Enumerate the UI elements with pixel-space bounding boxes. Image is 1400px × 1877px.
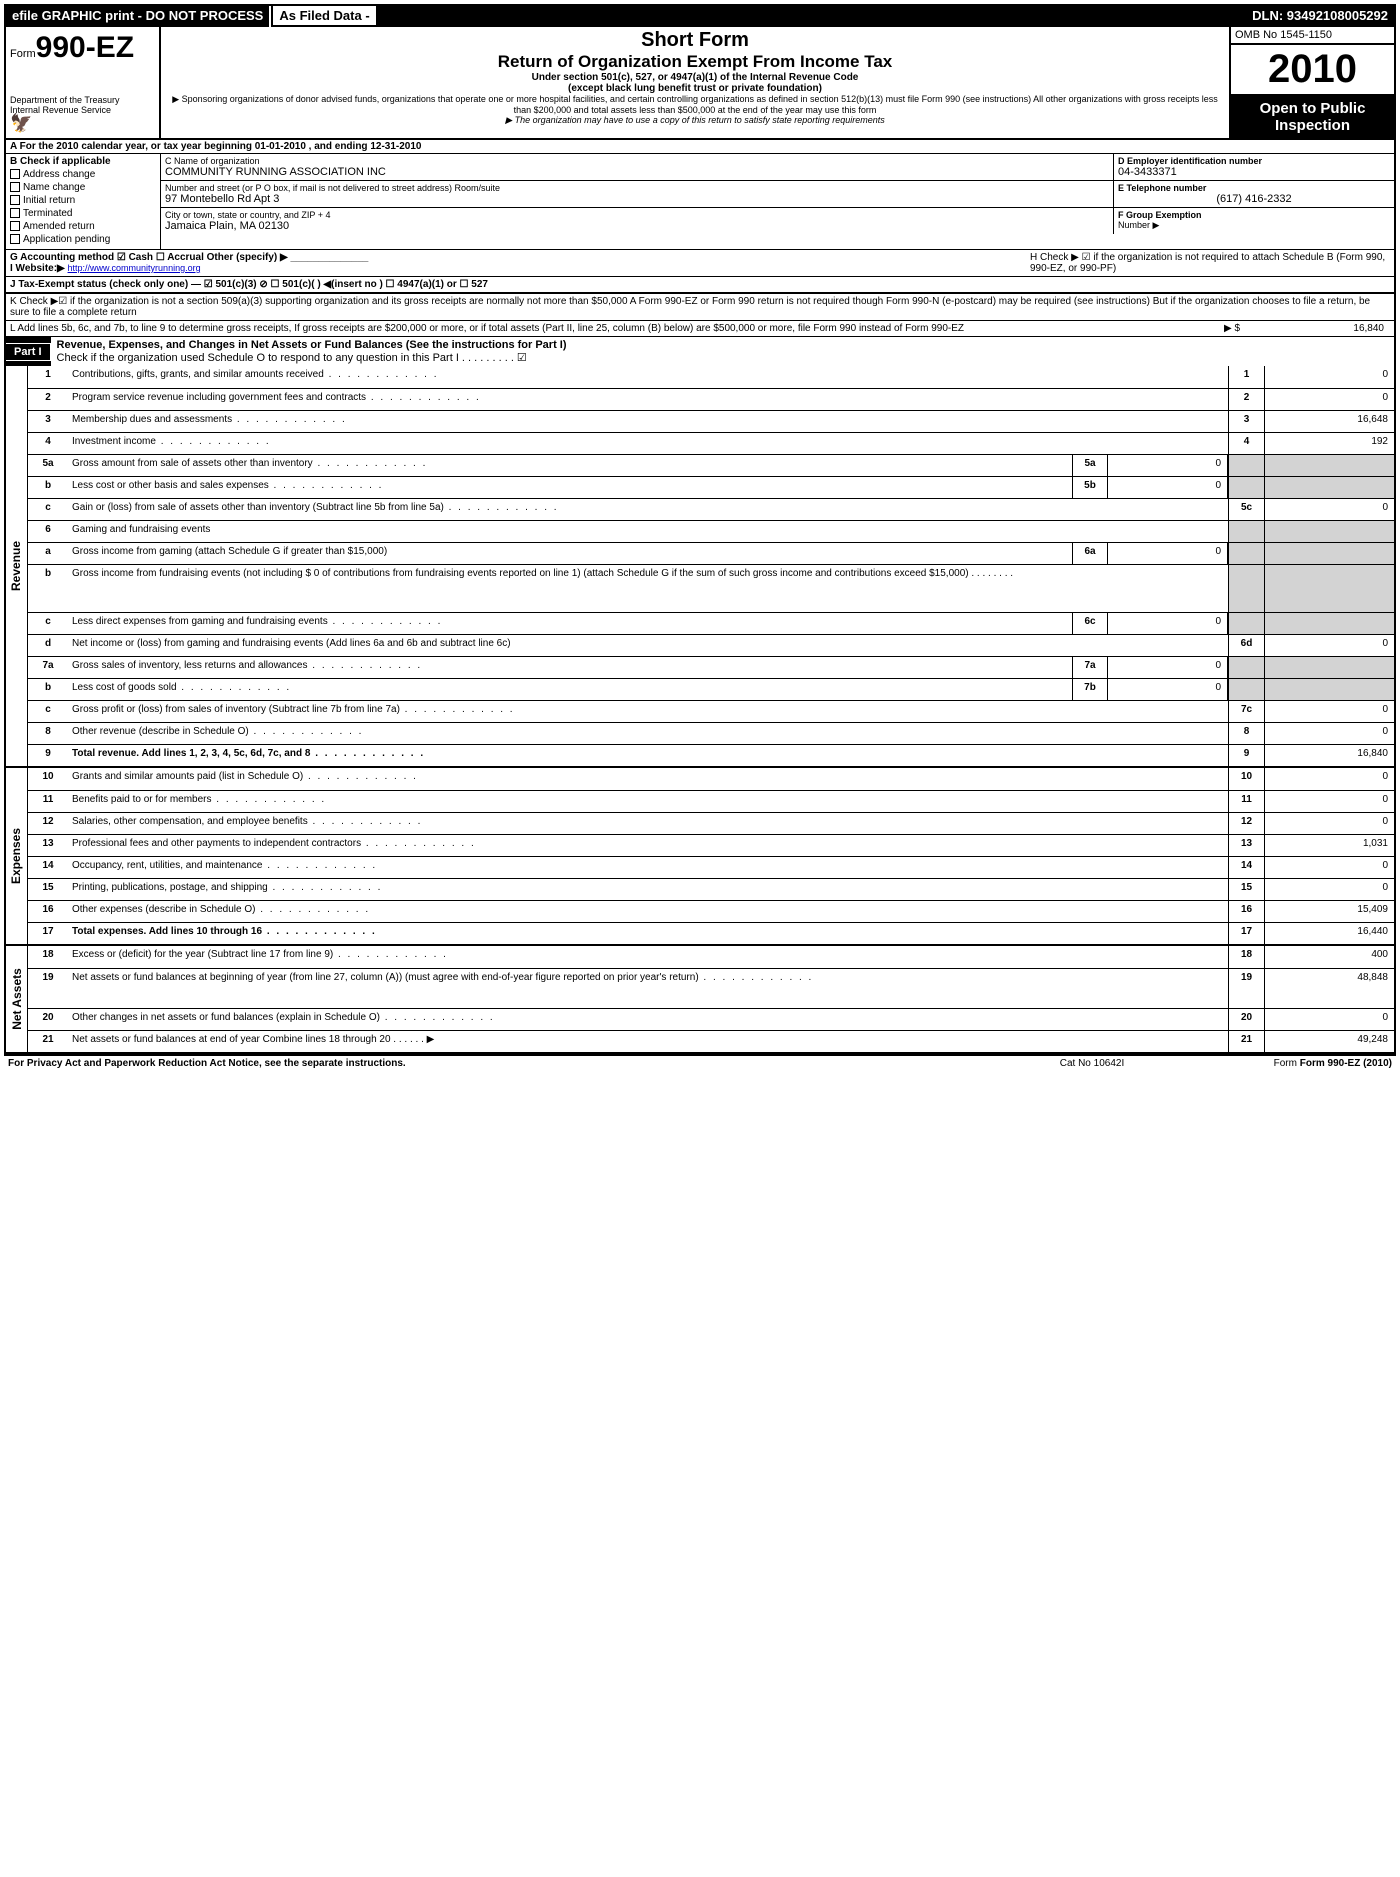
line-14-value: 0 (1264, 857, 1394, 878)
box-C-city: City or town, state or country, and ZIP … (161, 208, 1114, 234)
form-990ez: efile GRAPHIC print - DO NOT PROCESS As … (4, 4, 1396, 1056)
footer: For Privacy Act and Paperwork Reduction … (4, 1056, 1396, 1071)
short-form-title: Short Form (167, 29, 1223, 52)
revenue-label: Revenue (10, 541, 24, 591)
chk-name-change[interactable]: Name change (10, 182, 156, 193)
as-filed-label: As Filed Data - (271, 6, 377, 27)
box-C-address: Number and street (or P O box, if mail i… (161, 181, 1114, 207)
block-B-to-F: B Check if applicable Address change Nam… (6, 154, 1394, 250)
footer-privacy: For Privacy Act and Paperwork Reduction … (8, 1058, 992, 1069)
line-17-value: 16,440 (1264, 923, 1394, 944)
line-1-value: 0 (1264, 366, 1394, 388)
title-block: Short Form Return of Organization Exempt… (161, 27, 1229, 138)
line-6c-value: 0 (1108, 613, 1228, 634)
line-16-value: 15,409 (1264, 901, 1394, 922)
line-6d-value: 0 (1264, 635, 1394, 656)
line-10-value: 0 (1264, 768, 1394, 790)
website-link[interactable]: http://www.communityrunning.org (68, 263, 201, 273)
line-9-value: 16,840 (1264, 745, 1394, 766)
chk-amended-return[interactable]: Amended return (10, 221, 156, 232)
ein-value: 04-3433371 (1118, 166, 1390, 178)
line-I: I Website:▶ http://www.communityrunning.… (10, 263, 1030, 274)
line-J: J Tax-Exempt status (check only one) — ☑… (6, 277, 1394, 294)
dln-label: DLN: 93492108005292 (1246, 6, 1394, 27)
line-18-value: 400 (1264, 946, 1394, 968)
line-G: G Accounting method ☑ Cash ☐ Accrual Oth… (10, 252, 1030, 263)
subtitle-2: (except black lung benefit trust or priv… (167, 83, 1223, 94)
row-G-I-H: G Accounting method ☑ Cash ☐ Accrual Oth… (6, 250, 1394, 277)
part-1-header: Part I Revenue, Expenses, and Changes in… (6, 337, 1394, 366)
line-7c-value: 0 (1264, 701, 1394, 722)
row-A: A For the 2010 calendar year, or tax yea… (6, 140, 1394, 154)
line-21-value: 49,248 (1264, 1031, 1394, 1052)
dept-treasury: Department of the Treasury (10, 95, 155, 105)
omb-number: OMB No 1545-1150 (1231, 27, 1394, 45)
line-13-value: 1,031 (1264, 835, 1394, 856)
right-header-boxes: OMB No 1545-1150 2010 Open to Public Ins… (1229, 27, 1394, 138)
chk-terminated[interactable]: Terminated (10, 208, 156, 219)
line-4-value: 192 (1264, 433, 1394, 454)
org-name: COMMUNITY RUNNING ASSOCIATION INC (165, 166, 1109, 178)
top-bar: efile GRAPHIC print - DO NOT PROCESS As … (6, 6, 1394, 27)
form-number: 990-EZ (36, 31, 134, 64)
box-C-name: C Name of organization COMMUNITY RUNNING… (161, 154, 1114, 180)
open-to-public: Open to Public Inspection (1231, 96, 1394, 138)
line-K: K Check ▶☑ if the organization is not a … (6, 294, 1394, 321)
line-7b-value: 0 (1108, 679, 1228, 700)
chk-address-change[interactable]: Address change (10, 169, 156, 180)
city-state-zip: Jamaica Plain, MA 02130 (165, 220, 1109, 232)
header-note-2: ▶ The organization may have to use a cop… (167, 115, 1223, 126)
line-H: H Check ▶ ☑ if the organization is not r… (1030, 252, 1390, 274)
chk-application-pending[interactable]: Application pending (10, 234, 156, 245)
line-5c-value: 0 (1264, 499, 1394, 520)
line-5b-value: 0 (1108, 477, 1228, 498)
expenses-label: Expenses (10, 828, 24, 884)
line-2-value: 0 (1264, 389, 1394, 410)
line-20-value: 0 (1264, 1009, 1394, 1030)
box-F-group: F Group Exemption Number ▶ (1114, 208, 1394, 234)
subtitle-1: Under section 501(c), 527, or 4947(a)(1)… (167, 72, 1223, 83)
main-title: Return of Organization Exempt From Incom… (167, 52, 1223, 72)
box-E-phone: E Telephone number (617) 416-2332 (1114, 181, 1394, 207)
street-address: 97 Montebello Rd Apt 3 (165, 193, 1109, 205)
footer-form-ref: Form Form 990-EZ (2010) (1192, 1058, 1392, 1069)
phone-value: (617) 416-2332 (1118, 193, 1390, 205)
line-3-value: 16,648 (1264, 411, 1394, 432)
tax-year: 2010 (1231, 45, 1394, 96)
expenses-section: Expenses 10Grants and similar amounts pa… (6, 768, 1394, 946)
line-19-value: 48,848 (1264, 969, 1394, 1008)
header: Form990-EZ 🦅 Department of the Treasury … (6, 27, 1394, 140)
line-5a-value: 0 (1108, 455, 1228, 476)
net-assets-section: Net Assets 18Excess or (deficit) for the… (6, 946, 1394, 1054)
line-11-value: 0 (1264, 791, 1394, 812)
gross-receipts-value: 16,840 (1240, 323, 1390, 334)
box-D-ein: D Employer identification number 04-3433… (1114, 154, 1394, 180)
line-L: L Add lines 5b, 6c, and 7b, to line 9 to… (6, 321, 1394, 337)
line-7a-value: 0 (1108, 657, 1228, 678)
line-12-value: 0 (1264, 813, 1394, 834)
efile-label: efile GRAPHIC print - DO NOT PROCESS (6, 6, 271, 27)
line-15-value: 0 (1264, 879, 1394, 900)
line-8-value: 0 (1264, 723, 1394, 744)
col-B-checkboxes: B Check if applicable Address change Nam… (6, 154, 161, 249)
header-note-1: ▶ Sponsoring organizations of donor advi… (167, 94, 1223, 115)
net-assets-label: Net Assets (10, 968, 24, 1030)
revenue-section: Revenue 1Contributions, gifts, grants, a… (6, 366, 1394, 768)
col-CDEF: C Name of organization COMMUNITY RUNNING… (161, 154, 1394, 249)
line-6a-value: 0 (1108, 543, 1228, 564)
footer-cat-no: Cat No 10642I (992, 1058, 1192, 1069)
chk-initial-return[interactable]: Initial return (10, 195, 156, 206)
form-number-box: Form990-EZ 🦅 Department of the Treasury … (6, 27, 161, 138)
irs-eagle-icon: 🦅 (10, 113, 32, 134)
